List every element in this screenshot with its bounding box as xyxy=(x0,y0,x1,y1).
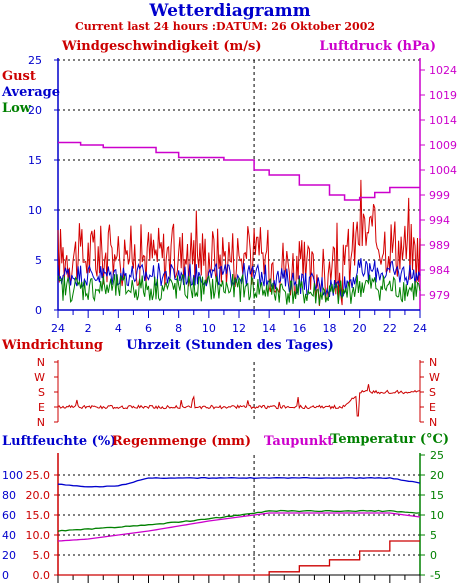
wind-tick-label: 20 xyxy=(28,104,42,117)
time-tick-label: 12 xyxy=(232,322,246,335)
wind-tick-label: 5 xyxy=(35,254,42,267)
humidity-tick-label: 20 xyxy=(2,549,16,562)
wind-direction-line xyxy=(57,384,421,417)
time-tick-label: 22 xyxy=(383,322,397,335)
direction-tick-left: S xyxy=(38,386,45,399)
time-tick-label: 6 xyxy=(145,322,152,335)
legend-low: Low xyxy=(2,101,32,116)
temperature-tick-label: 5 xyxy=(430,529,437,542)
pressure-tick-label: 984 xyxy=(429,264,450,277)
direction-tick-left: W xyxy=(34,371,45,384)
x-axis-title: Uhrzeit (Stunden des Tages) xyxy=(126,338,333,353)
legend-gust: Gust xyxy=(2,69,36,84)
dewpoint-title: Taupunkt xyxy=(264,434,333,449)
rain-tick-label: 0.0 xyxy=(33,569,51,582)
temperature-tick-label: 15 xyxy=(430,489,444,502)
temperature-tick-label: 10 xyxy=(430,509,444,522)
pressure-line xyxy=(58,141,420,201)
pressure-tick-label: 989 xyxy=(429,239,450,252)
legend-average: Average xyxy=(1,85,60,100)
chart-title: Wetterdiagramm xyxy=(148,1,310,21)
time-tick-label: 14 xyxy=(262,322,276,335)
gust-line xyxy=(57,179,421,307)
pressure-tick-label: 1009 xyxy=(429,139,457,152)
rain-tick-label: 5.0 xyxy=(33,549,51,562)
humidity-tick-label: 60 xyxy=(2,509,16,522)
pressure-tick-label: 979 xyxy=(429,289,450,302)
time-tick-label: 24 xyxy=(51,322,65,335)
pressure-tick-label: 1014 xyxy=(429,114,457,127)
pressure-tick-label: 1024 xyxy=(429,64,457,77)
rain-line xyxy=(58,540,420,576)
direction-tick-left: E xyxy=(38,401,45,414)
rain-title: Regenmenge (mm) xyxy=(112,434,251,449)
temperature-tick-label: -5 xyxy=(430,569,441,582)
wind-direction-title: Windrichtung xyxy=(1,338,103,353)
pressure-axis-title: Luftdruck (hPa) xyxy=(319,39,436,54)
temperature-title: Temperatur (°C) xyxy=(330,432,449,447)
low-line xyxy=(57,273,421,306)
wind-tick-label: 25 xyxy=(28,54,42,67)
temperature-tick-label: 20 xyxy=(430,469,444,482)
pressure-tick-label: 994 xyxy=(429,214,450,227)
temperature-tick-label: 0 xyxy=(430,549,437,562)
time-tick-label: 2 xyxy=(85,322,92,335)
direction-tick-left: N xyxy=(37,356,45,369)
temperature-tick-label: 25 xyxy=(430,449,444,462)
time-tick-label: 24 xyxy=(413,322,427,335)
direction-tick-right: S xyxy=(429,386,436,399)
direction-tick-right: N xyxy=(429,356,437,369)
rain-tick-label: 10.0 xyxy=(26,529,51,542)
time-tick-label: 10 xyxy=(202,322,216,335)
time-tick-label: 16 xyxy=(292,322,306,335)
wind-tick-label: 15 xyxy=(28,154,42,167)
rain-tick-label: 15.0 xyxy=(26,509,51,522)
chart-subtitle: Current last 24 hours :DATUM: 26 Oktober… xyxy=(75,20,375,33)
time-tick-label: 4 xyxy=(115,322,122,335)
direction-tick-right: N xyxy=(429,416,437,429)
time-tick-label: 8 xyxy=(175,322,182,335)
direction-tick-right: W xyxy=(429,371,440,384)
direction-tick-right: E xyxy=(429,401,436,414)
humidity-tick-label: 100 xyxy=(2,469,23,482)
humidity-tick-label: 0 xyxy=(2,569,9,582)
time-tick-label: 20 xyxy=(353,322,367,335)
wind-tick-label: 0 xyxy=(35,304,42,317)
pressure-tick-label: 999 xyxy=(429,189,450,202)
wind-tick-label: 10 xyxy=(28,204,42,217)
humidity-tick-label: 80 xyxy=(2,489,16,502)
rain-tick-label: 25.0 xyxy=(26,469,51,482)
humidity-line xyxy=(57,477,421,488)
rain-tick-label: 20.0 xyxy=(26,489,51,502)
temperature-line xyxy=(57,509,421,532)
humidity-tick-label: 40 xyxy=(2,529,16,542)
wind-axis-title: Windgeschwindigkeit (m/s) xyxy=(61,39,261,54)
humidity-title: Luftfeuchte (%) xyxy=(2,434,116,449)
pressure-tick-label: 1019 xyxy=(429,89,457,102)
time-tick-label: 18 xyxy=(323,322,337,335)
pressure-tick-label: 1004 xyxy=(429,164,457,177)
direction-tick-left: N xyxy=(37,416,45,429)
dewpoint-line xyxy=(57,512,421,542)
